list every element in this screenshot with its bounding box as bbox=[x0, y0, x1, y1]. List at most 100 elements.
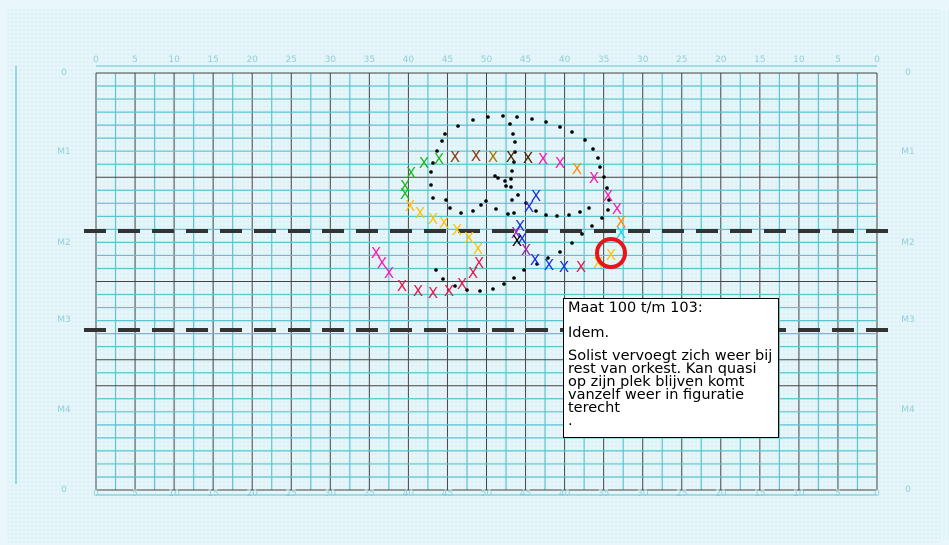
dot-marker bbox=[516, 193, 520, 197]
top-scale-label: 0 bbox=[874, 55, 880, 65]
x-marker: X bbox=[413, 282, 423, 300]
row-label-left: M3 bbox=[57, 315, 71, 325]
x-marker: X bbox=[474, 254, 484, 272]
row-label-left: M4 bbox=[57, 405, 71, 415]
x-marker: X bbox=[530, 251, 540, 269]
x-marker: X bbox=[471, 147, 481, 165]
top-scale-label: 50 bbox=[481, 55, 493, 65]
x-marker: X bbox=[400, 185, 410, 203]
dot-marker bbox=[502, 282, 506, 286]
x-marker: X bbox=[572, 160, 582, 178]
bottom-scale-label: 5 bbox=[835, 489, 841, 499]
dot-marker bbox=[587, 206, 591, 210]
x-marker: X bbox=[428, 284, 438, 302]
dot-marker bbox=[605, 186, 609, 190]
x-marker: X bbox=[606, 246, 616, 264]
dot-marker bbox=[459, 211, 463, 215]
dot-marker bbox=[567, 213, 571, 217]
x-marker: X bbox=[439, 214, 449, 232]
x-marker: X bbox=[538, 150, 548, 168]
bottom-scale-label: 10 bbox=[793, 489, 805, 499]
x-marker: X bbox=[593, 254, 603, 272]
bottom-scale-label: 15 bbox=[207, 489, 218, 499]
row-label-left: M2 bbox=[57, 238, 71, 248]
top-scale-label: 5 bbox=[132, 55, 138, 65]
dot-marker bbox=[583, 138, 587, 142]
bottom-scale-label: 35 bbox=[598, 489, 609, 499]
bottom-scale-label: 10 bbox=[168, 489, 180, 499]
dot-marker bbox=[479, 203, 483, 207]
x-marker: X bbox=[452, 221, 462, 239]
x-marker: X bbox=[517, 230, 527, 248]
dot-marker bbox=[512, 160, 516, 164]
dot-marker bbox=[471, 209, 475, 213]
dot-marker bbox=[544, 120, 548, 124]
x-marker: X bbox=[457, 275, 467, 293]
top-scale-label: 15 bbox=[754, 55, 765, 65]
dot-marker bbox=[606, 208, 610, 212]
x-marker: X bbox=[405, 197, 415, 215]
x-marker: X bbox=[406, 164, 416, 182]
bottom-scale-label: 0 bbox=[874, 489, 880, 499]
dot-marker bbox=[440, 139, 444, 143]
bottom-scale-label: 50 bbox=[481, 489, 493, 499]
x-marker: X bbox=[521, 241, 531, 259]
x-marker: X bbox=[419, 154, 429, 172]
dot-marker bbox=[590, 224, 594, 228]
dot-marker bbox=[513, 140, 517, 144]
x-marker: X bbox=[616, 213, 626, 231]
note-idem: Idem. bbox=[568, 325, 610, 341]
x-marker: X bbox=[523, 149, 533, 167]
dot-marker bbox=[591, 147, 595, 151]
row-label-right: M1 bbox=[901, 147, 915, 157]
bottom-scale-label: 15 bbox=[754, 489, 765, 499]
top-scale-label: 5 bbox=[835, 55, 841, 65]
x-marker: X bbox=[531, 187, 541, 205]
x-marker: X bbox=[603, 187, 613, 205]
dot-marker bbox=[555, 214, 559, 218]
row-label-right: 0 bbox=[905, 68, 911, 78]
x-marker: X bbox=[464, 229, 474, 247]
x-marker: X bbox=[444, 282, 454, 300]
x-marker: X bbox=[450, 148, 460, 166]
scale-labels: 0 5 10 15 20 25 30 35 40 45 50 45 40 35 30 25 20 15 10 5 00 5… bbox=[57, 55, 915, 499]
dot-marker bbox=[431, 196, 435, 200]
dot-marker bbox=[456, 124, 460, 128]
dot-marker bbox=[570, 130, 574, 134]
row-label-left: 0 bbox=[61, 485, 67, 495]
x-marker: X bbox=[473, 240, 483, 258]
dot-marker bbox=[558, 250, 562, 254]
dot-marker bbox=[429, 170, 433, 174]
x-marker: X bbox=[559, 258, 569, 276]
top-scale-label: 45 bbox=[442, 55, 453, 65]
dot-marker bbox=[534, 209, 538, 213]
x-marker: X bbox=[612, 200, 622, 218]
dot-path-markers bbox=[429, 114, 611, 293]
x-marker: X bbox=[415, 204, 425, 222]
top-scale-label: 40 bbox=[559, 55, 571, 65]
dot-marker bbox=[478, 289, 482, 293]
bottom-scale-label: 40 bbox=[403, 489, 415, 499]
annotation-box: Maat 100 t/m 103: Idem. Solist vervoegt … bbox=[563, 298, 779, 438]
top-scale-label: 30 bbox=[325, 55, 337, 65]
top-scale-label: 40 bbox=[403, 55, 415, 65]
dot-marker bbox=[494, 207, 498, 211]
top-scale-label: 10 bbox=[793, 55, 805, 65]
dot-marker bbox=[509, 185, 513, 189]
dot-marker bbox=[486, 115, 490, 119]
row-label-right: 0 bbox=[905, 485, 911, 495]
dot-marker bbox=[512, 276, 516, 280]
dot-marker bbox=[509, 177, 513, 181]
dot-marker bbox=[511, 132, 515, 136]
dot-marker bbox=[510, 198, 514, 202]
top-scale-label: 45 bbox=[520, 55, 531, 65]
row-label-left: M1 bbox=[57, 147, 71, 157]
dot-marker bbox=[493, 174, 497, 178]
dot-marker bbox=[443, 132, 447, 136]
bottom-scale-label: 30 bbox=[325, 489, 337, 499]
row-label-right: M3 bbox=[901, 315, 915, 325]
dot-marker bbox=[506, 212, 510, 216]
dot-marker bbox=[448, 206, 452, 210]
dot-marker bbox=[510, 169, 514, 173]
